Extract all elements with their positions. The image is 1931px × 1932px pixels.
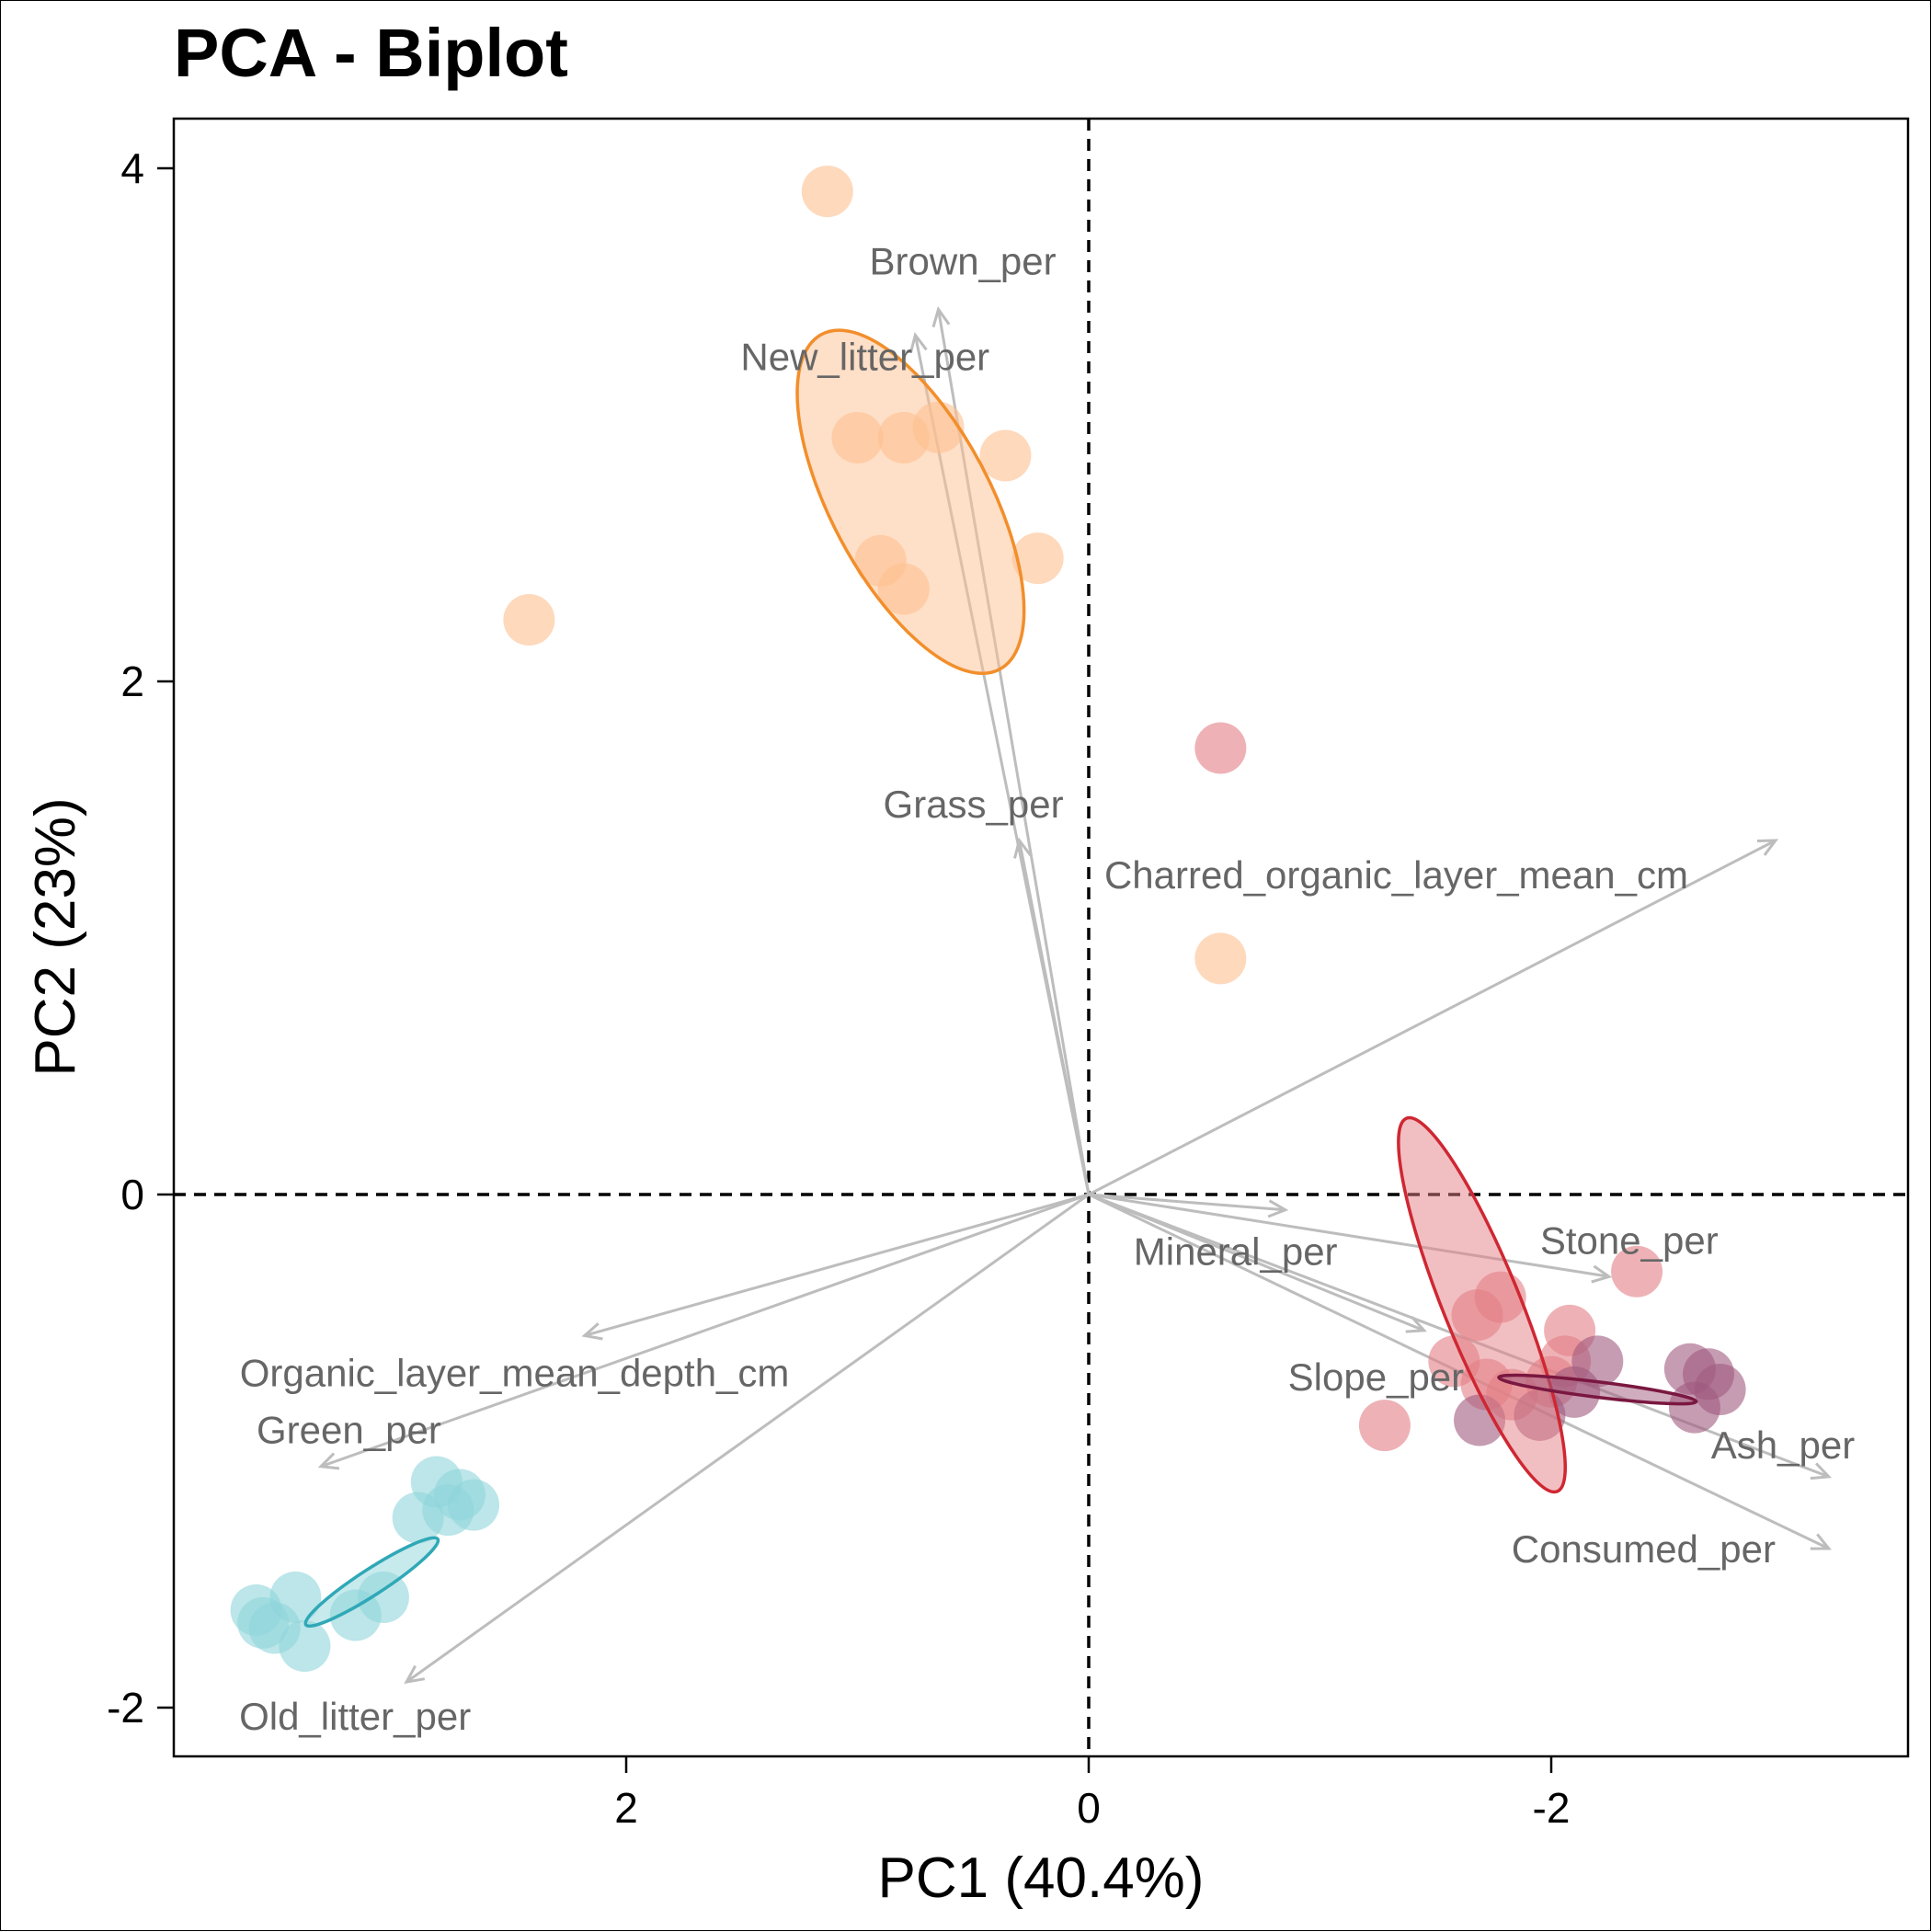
variable-arrow (1018, 840, 1091, 1195)
plot-panel (172, 117, 1910, 1758)
axis-ticks: 2 0 -2 4 2 0 -2 (107, 144, 1570, 1832)
data-point (279, 1620, 331, 1673)
variable-arrowhead (931, 306, 951, 328)
y-tick-label: 0 (120, 1171, 144, 1218)
variable-label: Old_litter_per (239, 1695, 471, 1738)
variable-arrow (406, 1193, 1090, 1684)
variable-label: Consumed_per (1512, 1527, 1776, 1571)
data-point (1194, 932, 1247, 985)
data-point (1011, 532, 1064, 585)
variable-arrowhead (404, 1664, 426, 1685)
confidence-ellipses (303, 328, 1698, 1629)
variable-arrowhead (1013, 837, 1032, 859)
data-point (392, 1492, 444, 1544)
data-point (1194, 722, 1247, 774)
variable-label: Slope_per (1288, 1355, 1464, 1399)
chart-title: PCA - Biplot (174, 15, 568, 91)
variable-arrowhead (1756, 839, 1779, 856)
y-tick-label: -2 (107, 1684, 144, 1732)
variable-label: Organic_layer_mean_depth_cm (240, 1351, 790, 1394)
variable-label: Stone_per (1540, 1218, 1719, 1262)
variable-label: Ash_per (1711, 1423, 1855, 1467)
group-ellipse (1397, 1115, 1567, 1494)
variable-arrowhead (1810, 1462, 1833, 1480)
reference-lines (174, 119, 1908, 1756)
variable-label: Green_per (257, 1409, 441, 1452)
x-tick-label: 0 (1077, 1784, 1101, 1832)
variable-arrow (1088, 1193, 1285, 1212)
variable-arrows (317, 306, 1833, 1685)
variable-label: Grass_per (884, 783, 1064, 826)
variable-label: New_litter_per (740, 335, 989, 378)
variable-labels: Brown_per New_litter_per Grass_per Charred_… (239, 239, 1855, 1738)
variable-label: Charred_organic_layer_mean_cm (1104, 853, 1688, 897)
data-point (801, 166, 853, 218)
data-point (979, 429, 1032, 482)
y-axis-title: PC2 (23%) (24, 797, 87, 1076)
variable-arrow (320, 1193, 1090, 1469)
variable-arrowhead (317, 1452, 340, 1470)
variable-arrowhead (1810, 1533, 1832, 1550)
data-point (1611, 1245, 1663, 1298)
y-tick-label: 2 (120, 657, 144, 705)
variable-arrow (1088, 1193, 1610, 1278)
variable-label: Mineral_per (1134, 1230, 1338, 1274)
variable-arrowhead (1591, 1264, 1613, 1284)
group-ellipse (795, 328, 1026, 676)
y-tick-label: 4 (120, 144, 144, 192)
variable-arrowhead (1405, 1316, 1427, 1333)
variable-arrowhead (1267, 1199, 1289, 1218)
variable-arrow (584, 1193, 1090, 1337)
group-ellipse (1497, 1373, 1698, 1406)
x-tick-label: 2 (614, 1784, 638, 1832)
x-axis-title: PC1 (40.4%) (878, 1846, 1205, 1910)
variable-arrowhead (908, 331, 928, 354)
data-point (1358, 1400, 1411, 1452)
variable-label: Brown_per (870, 239, 1057, 282)
x-tick-label: -2 (1533, 1784, 1571, 1832)
group-ellipse (303, 1536, 440, 1629)
data-point (503, 594, 555, 646)
variable-arrow (1088, 839, 1777, 1196)
variable-arrowhead (581, 1322, 603, 1341)
